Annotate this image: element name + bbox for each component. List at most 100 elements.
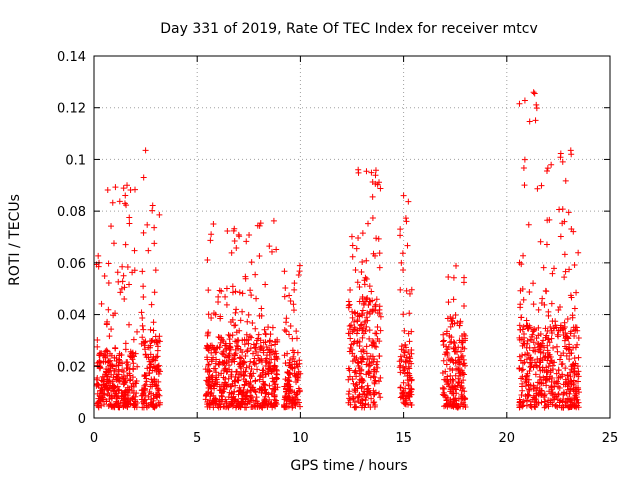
data-point (560, 395, 567, 402)
data-point (373, 296, 380, 303)
data-point (440, 338, 447, 345)
data-point (236, 403, 243, 410)
data-point (256, 357, 262, 364)
data-point (406, 393, 413, 400)
data-point (287, 383, 294, 390)
data-point (254, 400, 261, 407)
data-point (456, 358, 463, 365)
data-point (452, 312, 459, 319)
data-point (571, 262, 578, 269)
data-point (397, 232, 404, 239)
data-point (211, 346, 218, 353)
data-point (575, 368, 582, 375)
data-point (150, 353, 157, 360)
data-point (268, 401, 275, 408)
data-point (565, 346, 572, 353)
data-point (139, 315, 146, 322)
data-point (571, 365, 578, 372)
data-point (402, 215, 409, 222)
data-point (461, 360, 468, 367)
data-point (551, 396, 558, 403)
data-point (243, 364, 250, 371)
data-point (405, 348, 412, 355)
data-point (155, 399, 162, 406)
data-point (544, 165, 551, 172)
data-point (459, 352, 466, 359)
data-point (251, 344, 258, 351)
data-point (545, 312, 552, 319)
data-point (155, 337, 162, 344)
data-point (445, 299, 452, 306)
data-point (227, 332, 234, 339)
data-point (397, 226, 404, 233)
data-point (231, 322, 238, 329)
data-point (346, 388, 353, 395)
data-point (539, 340, 546, 347)
data-point (443, 397, 450, 404)
data-point (258, 305, 265, 312)
data-point (282, 284, 289, 291)
data-point (567, 330, 574, 337)
data-point (346, 373, 353, 380)
data-point (454, 382, 461, 389)
data-point (286, 394, 293, 401)
data-point (519, 286, 526, 293)
data-point (265, 324, 272, 331)
data-point (253, 360, 260, 367)
data-point (406, 338, 413, 345)
data-point (455, 379, 462, 386)
data-point (244, 318, 251, 325)
data-point (563, 390, 570, 397)
data-point (115, 387, 122, 394)
data-point (351, 318, 358, 325)
data-point (225, 331, 232, 338)
data-point (296, 262, 303, 269)
data-point (537, 330, 544, 337)
data-point (210, 354, 217, 361)
data-point (525, 392, 532, 399)
data-point (148, 376, 155, 383)
data-point (367, 298, 374, 305)
data-point (460, 399, 467, 406)
data-point (447, 357, 454, 364)
data-point (547, 323, 554, 330)
data-point (402, 400, 409, 407)
data-point (536, 346, 543, 353)
data-point (149, 202, 156, 209)
data-point (366, 283, 373, 290)
data-point (568, 151, 575, 158)
x-tick-label: 20 (499, 431, 516, 446)
data-point (150, 363, 157, 370)
data-point (525, 221, 532, 228)
data-point (351, 324, 358, 331)
data-point (563, 352, 570, 359)
data-point (205, 379, 212, 386)
data-point (287, 322, 294, 329)
data-point (247, 358, 254, 365)
data-point (535, 324, 542, 331)
data-point (526, 289, 533, 296)
data-point (557, 233, 564, 240)
data-point (106, 377, 113, 384)
data-point (124, 384, 131, 391)
data-point (112, 184, 119, 191)
data-point (235, 391, 242, 398)
data-point (370, 250, 377, 257)
data-point (575, 334, 582, 341)
data-point (358, 321, 365, 328)
data-point (248, 397, 255, 404)
data-point (95, 381, 102, 388)
data-point (120, 272, 127, 279)
data-point (571, 305, 578, 312)
data-point (271, 391, 278, 398)
data-point (524, 337, 531, 344)
data-point (559, 398, 566, 405)
data-point (121, 379, 128, 386)
data-point (397, 362, 404, 369)
data-point (236, 233, 243, 240)
data-point (353, 330, 360, 337)
data-point (346, 330, 353, 337)
data-point (150, 319, 157, 326)
data-point (128, 383, 135, 390)
data-point (521, 359, 528, 366)
